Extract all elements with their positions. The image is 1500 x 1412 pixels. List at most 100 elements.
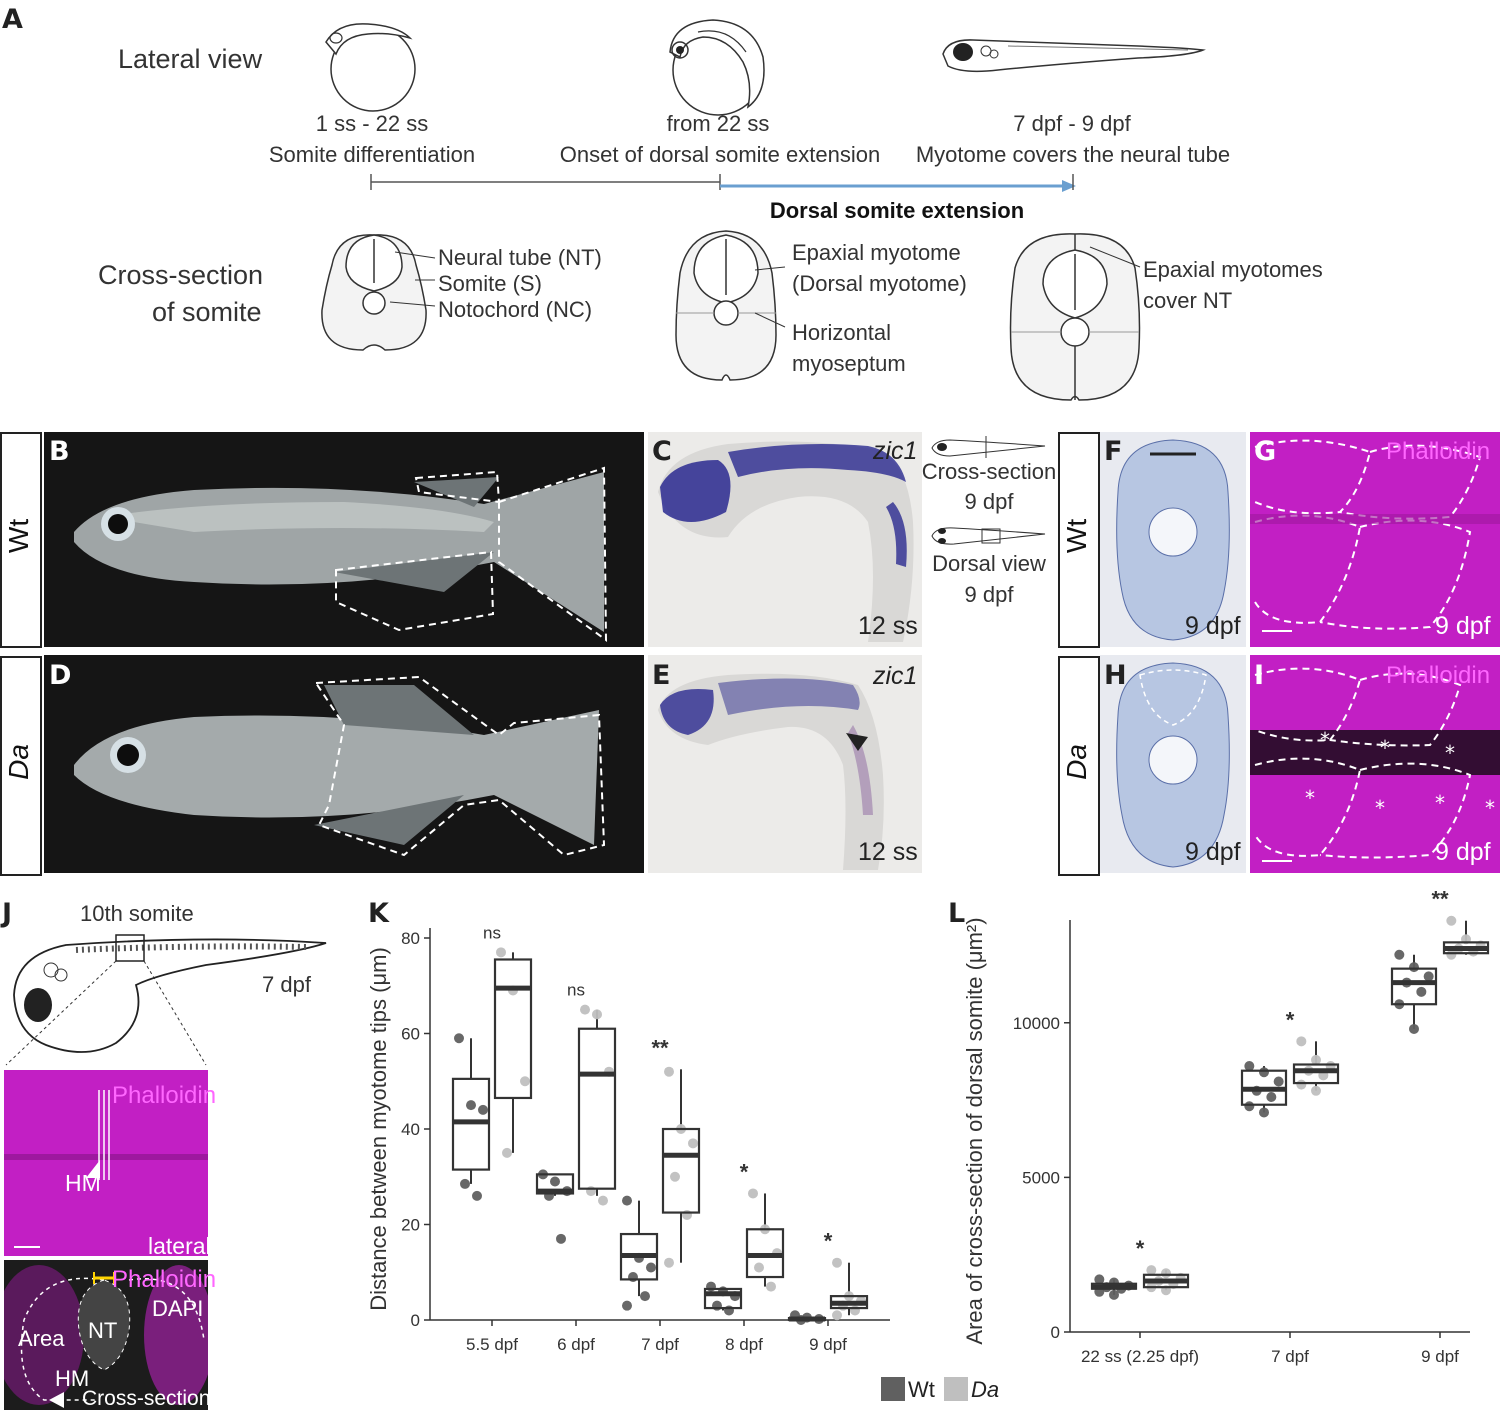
data-point — [550, 1176, 560, 1187]
data-point — [1446, 915, 1457, 926]
stage2-line1: from 22 ss — [666, 111, 770, 136]
panel-label-e: E — [652, 660, 671, 691]
stage2-line2: Onset of dorsal somite extension — [559, 142, 881, 167]
box-da — [661, 1127, 701, 1214]
panel-label-g: G — [1254, 436, 1277, 467]
x-tick-label: 7 dpf — [1271, 1347, 1309, 1366]
panel-j-stain: Phalloidin — [112, 1082, 217, 1109]
panel-h-stage: 9 dpf — [1185, 838, 1241, 866]
dorsal-extension-label: Dorsal somite extension — [769, 198, 1025, 223]
data-point — [622, 1300, 632, 1311]
data-point — [724, 1305, 734, 1316]
xs1-leaders — [389, 251, 436, 307]
svg-text:*: * — [1375, 796, 1385, 820]
panel-e-gene: zic1 — [873, 662, 918, 690]
row-label-da: Da — [3, 744, 34, 780]
xs1-nc-label: Notochord (NC) — [438, 297, 593, 322]
data-point — [682, 1209, 692, 1220]
data-point — [712, 1300, 722, 1311]
x-tick-label: 9 dpf — [809, 1335, 847, 1354]
data-point — [664, 1066, 674, 1077]
panel-f-section-photo — [1100, 432, 1246, 647]
xs3-line1: Epaxial myotomes — [1143, 257, 1323, 282]
svg-text:*: * — [1435, 791, 1445, 815]
inset-larva-dorsal-icon — [931, 527, 1046, 545]
lateral-view-label: Lateral view — [118, 44, 263, 74]
panel-j-cross-photo — [4, 1260, 208, 1410]
data-point — [1259, 1107, 1269, 1118]
svg-text:*: * — [1320, 728, 1330, 752]
data-point — [850, 1305, 860, 1316]
data-point — [460, 1178, 470, 1189]
legend-da-swatch — [944, 1377, 968, 1401]
data-point — [1296, 1079, 1307, 1090]
significance-label: ns — [567, 981, 585, 1000]
data-point — [1394, 949, 1405, 960]
panel-j-stain-2: Phalloidin — [112, 1266, 217, 1293]
cross-section-1-drawing — [321, 234, 427, 351]
inset-cross-line1: Cross-section — [921, 459, 1057, 484]
data-point — [766, 1281, 776, 1292]
box-wt — [1390, 967, 1438, 1006]
data-point — [1109, 1289, 1119, 1300]
panel-label-i: I — [1254, 660, 1265, 691]
cross-section-label-1: Cross-section — [98, 260, 264, 290]
xs3-line2: cover NT — [1143, 288, 1233, 313]
panel-j-somite: 10th somite — [80, 901, 194, 926]
y-tick-label: 0 — [411, 1311, 420, 1330]
panel-e-embryo-photo — [648, 655, 922, 873]
timeline — [370, 174, 1076, 192]
chart-k: 0 20 40 60 80 Distance between myotome tips (… — [366, 923, 890, 1354]
data-point — [1409, 962, 1419, 973]
panel-j-area: Area — [18, 1326, 65, 1351]
panel-h-section-photo — [1100, 655, 1246, 873]
xs2-hm-1: Horizontal — [792, 320, 892, 345]
data-point — [748, 1188, 758, 1199]
panel-label-f: F — [1104, 436, 1123, 467]
panel-g-stain: Phalloidin — [1386, 438, 1491, 465]
data-point — [520, 1076, 530, 1087]
cross-section-label-2: of somite — [152, 297, 262, 327]
data-point — [640, 1291, 650, 1302]
panel-f-stage: 9 dpf — [1185, 612, 1241, 640]
panel-i-stain: Phalloidin — [1386, 662, 1491, 689]
xs2-epaxial-2: (Dorsal myotome) — [792, 271, 967, 296]
row-label-box-wt — [0, 432, 42, 648]
significance-label: ** — [1431, 887, 1449, 912]
y-tick-label: 10000 — [1013, 1014, 1060, 1033]
y-tick-label: 0 — [1051, 1323, 1060, 1342]
significance-label: * — [824, 1229, 833, 1254]
data-point — [1244, 1061, 1255, 1072]
panel-j-hm2: HM — [55, 1366, 90, 1391]
x-tick-label: 8 dpf — [725, 1335, 763, 1354]
data-point — [628, 1272, 638, 1283]
stage3-line2: Myotome covers the neural tube — [915, 142, 1231, 167]
data-point — [1311, 1054, 1321, 1065]
xs2-leaders — [754, 266, 786, 328]
inset-dorsal-line2: 9 dpf — [964, 582, 1014, 607]
panel-label-h: H — [1104, 660, 1127, 691]
panel-g-scalebar — [1262, 630, 1292, 632]
cross-section-3-drawing — [1009, 233, 1141, 401]
data-point — [1273, 1076, 1284, 1087]
data-point — [556, 1233, 566, 1244]
panel-i-scalebar — [1262, 860, 1292, 862]
data-point — [1416, 986, 1427, 997]
svg-text:*: * — [1485, 796, 1495, 820]
y-tick-label: 40 — [401, 1120, 420, 1139]
stage1-line2: Somite differentiation — [268, 142, 476, 167]
data-point — [832, 1257, 842, 1268]
data-point — [1409, 1023, 1419, 1034]
panel-j-nt: NT — [88, 1318, 118, 1343]
y-tick-label: 60 — [401, 1025, 420, 1044]
panel-j-stage: 7 dpf — [262, 972, 311, 997]
data-point — [592, 1009, 602, 1020]
row-label-da-right: Da — [1061, 744, 1092, 780]
legend-da-label: Da — [971, 1377, 1000, 1402]
inset-cross-line2: 9 dpf — [964, 489, 1014, 514]
panel-i-phalloidin-photo: * * * * * * * — [1250, 655, 1500, 873]
data-point — [478, 1104, 488, 1115]
panel-c-gene: zic1 — [873, 437, 918, 465]
data-point — [688, 1138, 698, 1149]
xs1-nt-label: Neural tube (NT) — [438, 245, 602, 270]
